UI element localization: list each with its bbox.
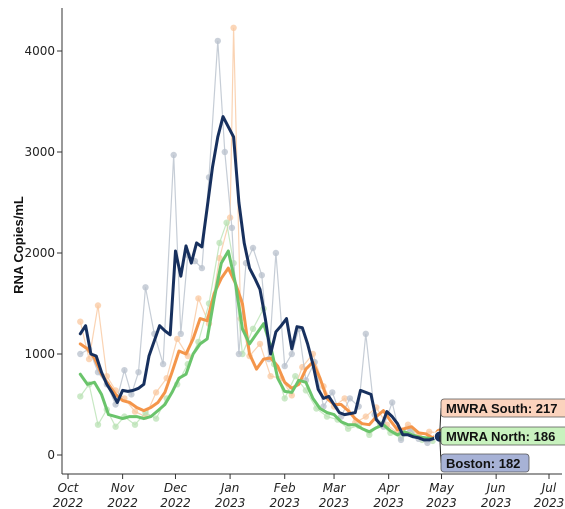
y-tick-label: 0 bbox=[47, 448, 55, 462]
x-tick-month: Oct bbox=[58, 481, 80, 495]
boston-raw-point bbox=[288, 350, 295, 358]
mwra-north-raw-point bbox=[216, 239, 223, 247]
x-tick-month: Nov bbox=[111, 481, 135, 495]
mwra-north-raw-point bbox=[292, 373, 299, 380]
mwra-south-line bbox=[78, 266, 442, 440]
boston-raw-point bbox=[272, 249, 280, 257]
mwra-south-label-box bbox=[440, 398, 565, 418]
boston-label-box bbox=[440, 453, 530, 473]
mwra-north-raw-point bbox=[131, 421, 139, 428]
mwra-south-raw-point bbox=[85, 355, 93, 363]
mwra-north-label-box bbox=[440, 426, 565, 446]
x-tick-year: 2023 bbox=[319, 496, 350, 509]
x-tick-year: 2022 bbox=[160, 496, 191, 509]
mwra-north-raw-point bbox=[323, 413, 331, 420]
mwra-north-raw-point bbox=[366, 431, 373, 438]
x-tick-year: 2023 bbox=[426, 496, 457, 509]
boston-raw-point bbox=[249, 244, 257, 252]
y-tick-label: 1000 bbox=[24, 347, 55, 361]
end-labels: MWRA South: 217 MWRA North: 186 Boston: 18… bbox=[439, 398, 565, 473]
x-tick-year: 2023 bbox=[373, 496, 404, 509]
boston-line bbox=[78, 115, 442, 442]
boston-raw-point bbox=[346, 395, 354, 402]
mwra-north-raw-point bbox=[249, 325, 257, 332]
x-tick-month: Apr bbox=[377, 481, 400, 495]
boston-raw-point bbox=[135, 369, 142, 376]
boston-raw-point bbox=[281, 362, 288, 370]
mwra-north-line bbox=[78, 249, 442, 441]
raw-series-layer bbox=[77, 24, 443, 447]
boston-raw-point bbox=[214, 37, 221, 45]
boston-raw-point bbox=[170, 151, 177, 159]
x-tick-month: May bbox=[429, 481, 455, 495]
mwra-north-raw-point bbox=[223, 219, 230, 226]
boston-raw-point bbox=[258, 272, 265, 279]
mwra-south-raw-point bbox=[131, 408, 139, 415]
boston-raw-point bbox=[362, 330, 369, 337]
mwra-south-raw-point bbox=[94, 302, 102, 309]
x-tick-month: Dec bbox=[164, 481, 188, 495]
boston-raw-point bbox=[329, 389, 336, 396]
x-tick-year: 2023 bbox=[269, 496, 300, 509]
x-tick-month: Mar bbox=[323, 481, 347, 495]
boston-raw-point bbox=[198, 264, 206, 272]
y-axis-label: RNA Copies/mL bbox=[11, 196, 26, 294]
boston-raw-point bbox=[142, 284, 149, 291]
mwra-north-label-text: MWRA North: 186 bbox=[446, 429, 555, 444]
mwra-south-raw-point bbox=[267, 373, 274, 380]
mwra-south-raw-point bbox=[152, 389, 160, 396]
boston-raw-point bbox=[228, 224, 236, 231]
boston-raw-point bbox=[159, 360, 167, 368]
y-tick-label: 2000 bbox=[24, 246, 55, 260]
mwra-south-raw-point bbox=[230, 24, 237, 31]
mwra-south-raw-point bbox=[195, 295, 202, 302]
mwra-north-raw-point bbox=[94, 421, 102, 428]
mwra-north-raw-point bbox=[112, 423, 119, 430]
boston-raw-point bbox=[389, 399, 396, 406]
axes: 01000200030004000Oct2022Nov2022Dec2022Ja… bbox=[24, 8, 564, 509]
mwra-south-label-text: MWRA South: 217 bbox=[446, 401, 557, 416]
mwra-south-raw-point bbox=[341, 395, 348, 402]
mwra-south-raw-point bbox=[288, 392, 295, 399]
smoothed-series-layer bbox=[78, 115, 446, 443]
mwra-north-raw-point bbox=[344, 425, 352, 432]
mwra-south-raw-line bbox=[79, 27, 440, 437]
mwra-south-raw-point bbox=[226, 214, 234, 221]
x-tick-year: 2023 bbox=[215, 496, 246, 509]
x-tick-year: 2023 bbox=[481, 496, 512, 509]
boston-raw-point bbox=[177, 330, 184, 337]
boston-raw-point bbox=[121, 367, 128, 374]
mwra-north-raw-line bbox=[79, 220, 441, 442]
x-tick-month: Jul bbox=[540, 481, 557, 495]
mwra-south-raw-point bbox=[174, 335, 181, 343]
mwra-north-raw-point bbox=[77, 393, 84, 400]
boston-raw-point bbox=[128, 391, 135, 398]
mwra-south-raw-point bbox=[362, 413, 369, 420]
x-tick-month: Jun bbox=[485, 481, 506, 495]
x-tick-year: 2023 bbox=[534, 496, 565, 509]
boston-raw-point bbox=[235, 350, 243, 358]
boston-label-text: Boston: 182 bbox=[446, 456, 520, 471]
boston-raw-point bbox=[397, 436, 405, 444]
x-tick-year: 2022 bbox=[107, 496, 138, 509]
mwra-south-raw-point bbox=[77, 318, 84, 325]
mwra-south-raw-point bbox=[216, 254, 223, 262]
mwra-north-raw-point bbox=[152, 415, 160, 422]
y-tick-label: 4000 bbox=[24, 44, 55, 58]
mwra-south-raw-point bbox=[256, 340, 264, 348]
x-tick-month: Feb bbox=[274, 481, 296, 495]
x-tick-month: Jan bbox=[219, 481, 240, 495]
boston-raw-point bbox=[77, 350, 84, 358]
boston-raw-line bbox=[79, 40, 441, 444]
boston-raw-point bbox=[221, 148, 228, 156]
mwra-north-raw-point bbox=[281, 395, 288, 402]
y-tick-label: 3000 bbox=[24, 145, 55, 159]
x-tick-year: 2022 bbox=[53, 496, 84, 509]
